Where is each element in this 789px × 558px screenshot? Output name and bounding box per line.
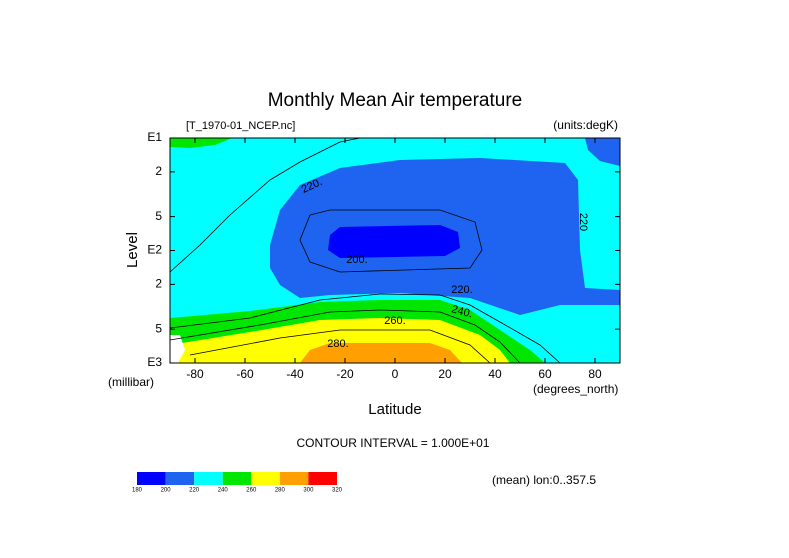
y-tick-label: 2: [155, 277, 162, 291]
colorbar-label: 180: [132, 488, 143, 494]
x-tick-label: 60: [538, 367, 552, 381]
colorbar-box: [194, 472, 223, 485]
colorbar-box: [251, 472, 280, 485]
x-tick-label: 40: [488, 367, 502, 381]
contour-line: [299, 209, 483, 273]
y-axis-label: Level: [124, 232, 141, 268]
colorbar-label: 320: [332, 488, 343, 494]
x-tick-label: 0: [392, 367, 399, 381]
colorbar-box: [308, 472, 337, 485]
contour-fill: [328, 225, 460, 258]
y-tick-label: E2: [147, 243, 162, 257]
y-tick-label: 2: [155, 164, 162, 178]
x-tick-label: -60: [236, 367, 254, 381]
contour-label: 240.: [450, 303, 474, 320]
contour-field: [169, 137, 620, 364]
chart-title: Monthly Mean Air temperature: [268, 90, 523, 111]
y-tick-label: 5: [155, 209, 162, 223]
colorbar-box: [165, 472, 195, 485]
x-tick-label: -20: [336, 367, 354, 381]
contour-fill: [300, 343, 462, 363]
x-axis-units: (degrees_north): [533, 382, 618, 396]
contour-line: [169, 309, 521, 364]
colorbar-label: 300: [303, 488, 314, 494]
y-axis-units: (millibar): [108, 375, 154, 389]
y-tick-label: E1: [147, 130, 162, 144]
contour-fill: [585, 138, 620, 166]
annotation: (mean) lon:0..357.5: [492, 473, 596, 487]
colorbar-label: 280: [275, 488, 286, 494]
colorbar-label: 240: [218, 488, 229, 494]
x-axis-label: Latitude: [368, 401, 421, 418]
contour-label: 260.: [384, 315, 405, 327]
contour-label: 200.: [346, 254, 367, 266]
file-label: [T_1970-01_NCEP.nc]: [186, 120, 295, 132]
contour-interval: CONTOUR INTERVAL = 1.000E+01: [297, 436, 490, 450]
colorbar-box: [137, 472, 166, 485]
contour-line: [189, 329, 491, 364]
colorbar-label: 260: [246, 488, 257, 494]
colorbar-label: 200: [161, 488, 172, 494]
x-tick-label: 20: [438, 367, 452, 381]
contour-line: [169, 137, 361, 273]
colorbar-label: 220: [189, 488, 200, 494]
units-label: (units:degK): [553, 118, 618, 132]
y-tick-label: E3: [147, 355, 162, 369]
y-tick-label: 5: [155, 321, 162, 335]
missing-area: [170, 335, 185, 363]
x-tick-label: 80: [588, 367, 602, 381]
colorbar-box: [279, 472, 309, 485]
contour-label: 220.: [451, 284, 472, 296]
x-tick-label: -80: [186, 367, 204, 381]
contour-label: 220: [577, 213, 589, 231]
contour-label: 280.: [327, 338, 348, 350]
colorbar-box: [222, 472, 252, 485]
contour-line: [169, 293, 561, 364]
x-tick-label: -40: [286, 367, 304, 381]
contour-fill: [170, 138, 232, 148]
